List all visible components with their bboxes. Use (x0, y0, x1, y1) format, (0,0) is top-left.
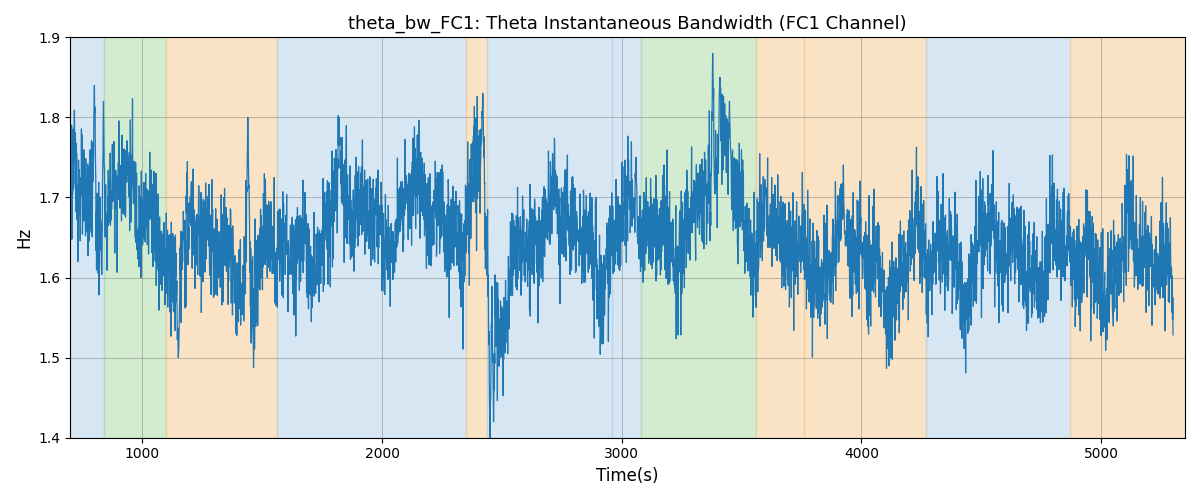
Bar (926, 38, 1070, 438)
Bar (71, 38, 104, 438)
Bar (641, 38, 756, 438)
Y-axis label: Hz: Hz (14, 227, 32, 248)
Bar (466, 38, 487, 438)
Bar (612, 38, 641, 438)
X-axis label: Time(s): Time(s) (596, 467, 659, 485)
Bar (1070, 38, 1186, 438)
Bar (487, 38, 612, 438)
Bar (756, 38, 804, 438)
Bar (804, 38, 926, 438)
Bar (167, 38, 276, 438)
Bar (104, 38, 167, 438)
Title: theta_bw_FC1: Theta Instantaneous Bandwidth (FC1 Channel): theta_bw_FC1: Theta Instantaneous Bandwi… (348, 15, 907, 34)
Bar (276, 38, 466, 438)
